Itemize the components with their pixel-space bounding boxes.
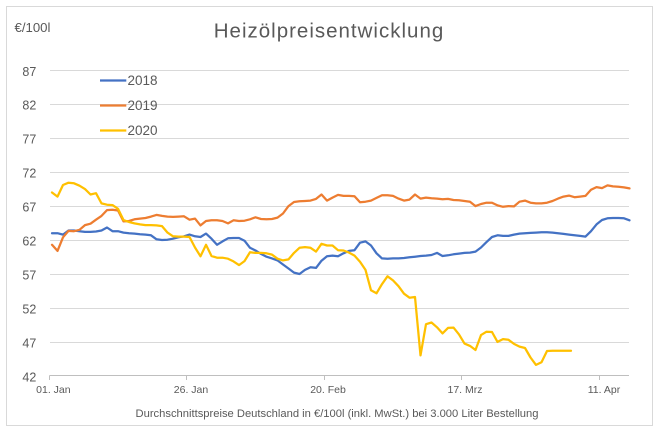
svg-text:17. Mrz: 17. Mrz: [447, 384, 482, 396]
svg-text:72: 72: [22, 167, 36, 181]
svg-text:52: 52: [22, 302, 36, 316]
svg-text:77: 77: [22, 133, 36, 147]
svg-text:€/100l: €/100l: [15, 20, 51, 35]
svg-text:67: 67: [22, 201, 36, 215]
svg-text:Durchschnittspreise Deutschlan: Durchschnittspreise Deutschland in €/100…: [136, 408, 539, 420]
svg-text:20. Feb: 20. Feb: [310, 384, 346, 396]
svg-text:57: 57: [22, 269, 36, 283]
svg-text:Heizölpreisentwicklung: Heizölpreisentwicklung: [214, 19, 445, 42]
svg-text:2019: 2019: [128, 98, 158, 113]
svg-text:42: 42: [22, 370, 36, 384]
svg-text:47: 47: [22, 336, 36, 350]
svg-text:26. Jan: 26. Jan: [174, 384, 209, 396]
svg-text:01. Jan: 01. Jan: [36, 384, 71, 396]
svg-text:87: 87: [22, 65, 36, 79]
svg-text:62: 62: [22, 235, 36, 249]
svg-text:2020: 2020: [128, 123, 158, 138]
svg-text:11. Apr: 11. Apr: [588, 384, 621, 396]
svg-text:2018: 2018: [128, 73, 158, 88]
svg-text:82: 82: [22, 99, 36, 113]
